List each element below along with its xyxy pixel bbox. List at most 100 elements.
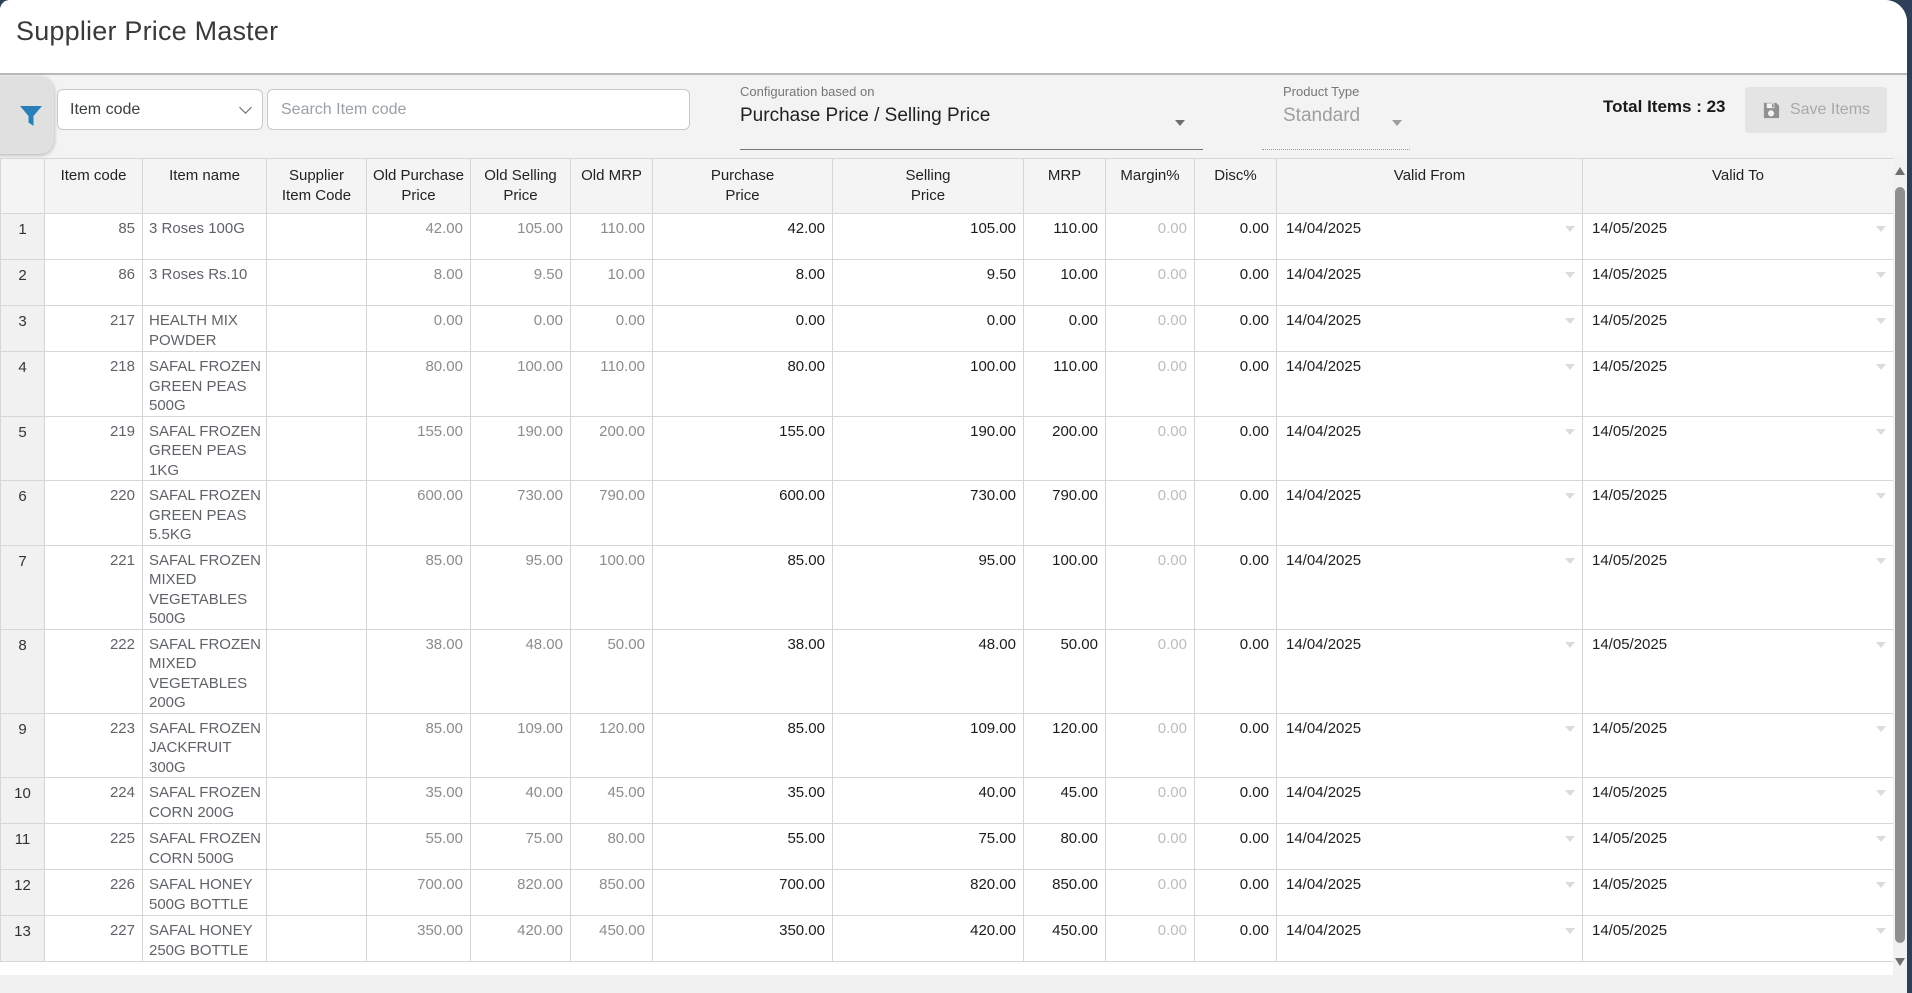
purchase-price-cell[interactable]: 42.00 (653, 214, 833, 260)
valid-to-cell[interactable]: 14/05/2025 (1583, 352, 1894, 417)
valid-from-cell[interactable]: 14/04/2025 (1277, 545, 1583, 629)
mrp-cell[interactable]: 120.00 (1024, 713, 1106, 778)
valid-to-cell[interactable]: 14/05/2025 (1583, 713, 1894, 778)
purchase-price-cell[interactable]: 350.00 (653, 916, 833, 962)
selling-price-cell[interactable]: 48.00 (833, 629, 1024, 713)
disc-cell[interactable]: 0.00 (1195, 260, 1277, 306)
disc-cell[interactable]: 0.00 (1195, 713, 1277, 778)
disc-cell[interactable]: 0.00 (1195, 352, 1277, 417)
supplier-item-code-cell[interactable] (267, 916, 367, 962)
purchase-price-cell[interactable]: 0.00 (653, 306, 833, 352)
purchase-price-cell[interactable]: 700.00 (653, 870, 833, 916)
mrp-cell[interactable]: 110.00 (1024, 214, 1106, 260)
search-field-selector[interactable]: Item code (57, 89, 263, 130)
selling-price-cell[interactable]: 100.00 (833, 352, 1024, 417)
disc-cell[interactable]: 0.00 (1195, 824, 1277, 870)
purchase-price-cell[interactable]: 85.00 (653, 545, 833, 629)
search-input[interactable] (268, 90, 689, 129)
vertical-scrollbar[interactable] (1893, 158, 1907, 975)
disc-cell[interactable]: 0.00 (1195, 416, 1277, 481)
mrp-cell[interactable]: 50.00 (1024, 629, 1106, 713)
valid-to-cell[interactable]: 14/05/2025 (1583, 778, 1894, 824)
selling-price-cell[interactable]: 730.00 (833, 481, 1024, 546)
selling-price-cell[interactable]: 190.00 (833, 416, 1024, 481)
valid-to-cell[interactable]: 14/05/2025 (1583, 916, 1894, 962)
purchase-price-cell[interactable]: 155.00 (653, 416, 833, 481)
valid-to-cell[interactable]: 14/05/2025 (1583, 629, 1894, 713)
valid-to-cell[interactable]: 14/05/2025 (1583, 545, 1894, 629)
scroll-down-icon[interactable] (1895, 958, 1905, 966)
valid-from-cell[interactable]: 14/04/2025 (1277, 352, 1583, 417)
valid-from-cell[interactable]: 14/04/2025 (1277, 916, 1583, 962)
purchase-price-cell[interactable]: 600.00 (653, 481, 833, 546)
valid-from-cell[interactable]: 14/04/2025 (1277, 713, 1583, 778)
valid-to-cell[interactable]: 14/05/2025 (1583, 260, 1894, 306)
supplier-item-code-cell[interactable] (267, 778, 367, 824)
mrp-cell[interactable]: 450.00 (1024, 916, 1106, 962)
valid-to-cell[interactable]: 14/05/2025 (1583, 481, 1894, 546)
supplier-item-code-cell[interactable] (267, 629, 367, 713)
disc-cell[interactable]: 0.00 (1195, 870, 1277, 916)
supplier-item-code-cell[interactable] (267, 545, 367, 629)
selling-price-cell[interactable]: 75.00 (833, 824, 1024, 870)
supplier-item-code-cell[interactable] (267, 870, 367, 916)
selling-price-cell[interactable]: 95.00 (833, 545, 1024, 629)
supplier-item-code-cell[interactable] (267, 352, 367, 417)
purchase-price-cell[interactable]: 35.00 (653, 778, 833, 824)
disc-cell[interactable]: 0.00 (1195, 214, 1277, 260)
valid-to-cell[interactable]: 14/05/2025 (1583, 824, 1894, 870)
mrp-cell[interactable]: 80.00 (1024, 824, 1106, 870)
disc-cell[interactable]: 0.00 (1195, 545, 1277, 629)
valid-from-cell[interactable]: 14/04/2025 (1277, 214, 1583, 260)
supplier-item-code-cell[interactable] (267, 214, 367, 260)
valid-from-cell[interactable]: 14/04/2025 (1277, 778, 1583, 824)
supplier-item-code-cell[interactable] (267, 713, 367, 778)
selling-price-cell[interactable]: 9.50 (833, 260, 1024, 306)
valid-to-cell[interactable]: 14/05/2025 (1583, 870, 1894, 916)
purchase-price-cell[interactable]: 8.00 (653, 260, 833, 306)
mrp-cell[interactable]: 850.00 (1024, 870, 1106, 916)
valid-to-cell[interactable]: 14/05/2025 (1583, 416, 1894, 481)
supplier-item-code-cell[interactable] (267, 306, 367, 352)
disc-cell[interactable]: 0.00 (1195, 629, 1277, 713)
scrollbar-thumb[interactable] (1895, 187, 1905, 943)
selling-price-cell[interactable]: 109.00 (833, 713, 1024, 778)
disc-cell[interactable]: 0.00 (1195, 306, 1277, 352)
mrp-cell[interactable]: 10.00 (1024, 260, 1106, 306)
valid-from-cell[interactable]: 14/04/2025 (1277, 416, 1583, 481)
valid-from-cell[interactable]: 14/04/2025 (1277, 306, 1583, 352)
purchase-price-cell[interactable]: 80.00 (653, 352, 833, 417)
selling-price-cell[interactable]: 105.00 (833, 214, 1024, 260)
selling-price-cell[interactable]: 0.00 (833, 306, 1024, 352)
selling-price-cell[interactable]: 40.00 (833, 778, 1024, 824)
purchase-price-cell[interactable]: 85.00 (653, 713, 833, 778)
supplier-item-code-cell[interactable] (267, 416, 367, 481)
filter-button[interactable] (0, 77, 54, 154)
supplier-item-code-cell[interactable] (267, 481, 367, 546)
save-items-button[interactable]: Save Items (1745, 87, 1887, 133)
valid-from-cell[interactable]: 14/04/2025 (1277, 260, 1583, 306)
disc-cell[interactable]: 0.00 (1195, 481, 1277, 546)
mrp-cell[interactable]: 0.00 (1024, 306, 1106, 352)
scroll-up-icon[interactable] (1895, 167, 1905, 175)
configuration-select[interactable]: Configuration based on Purchase Price / … (740, 84, 1203, 150)
valid-from-cell[interactable]: 14/04/2025 (1277, 481, 1583, 546)
selling-price-cell[interactable]: 420.00 (833, 916, 1024, 962)
disc-cell[interactable]: 0.00 (1195, 916, 1277, 962)
supplier-item-code-cell[interactable] (267, 260, 367, 306)
valid-to-cell[interactable]: 14/05/2025 (1583, 306, 1894, 352)
purchase-price-cell[interactable]: 55.00 (653, 824, 833, 870)
purchase-price-cell[interactable]: 38.00 (653, 629, 833, 713)
valid-from-cell[interactable]: 14/04/2025 (1277, 870, 1583, 916)
valid-to-cell[interactable]: 14/05/2025 (1583, 214, 1894, 260)
mrp-cell[interactable]: 200.00 (1024, 416, 1106, 481)
mrp-cell[interactable]: 790.00 (1024, 481, 1106, 546)
selling-price-cell[interactable]: 820.00 (833, 870, 1024, 916)
supplier-item-code-cell[interactable] (267, 824, 367, 870)
disc-cell[interactable]: 0.00 (1195, 778, 1277, 824)
mrp-cell[interactable]: 100.00 (1024, 545, 1106, 629)
mrp-cell[interactable]: 45.00 (1024, 778, 1106, 824)
mrp-cell[interactable]: 110.00 (1024, 352, 1106, 417)
valid-from-cell[interactable]: 14/04/2025 (1277, 824, 1583, 870)
valid-from-cell[interactable]: 14/04/2025 (1277, 629, 1583, 713)
